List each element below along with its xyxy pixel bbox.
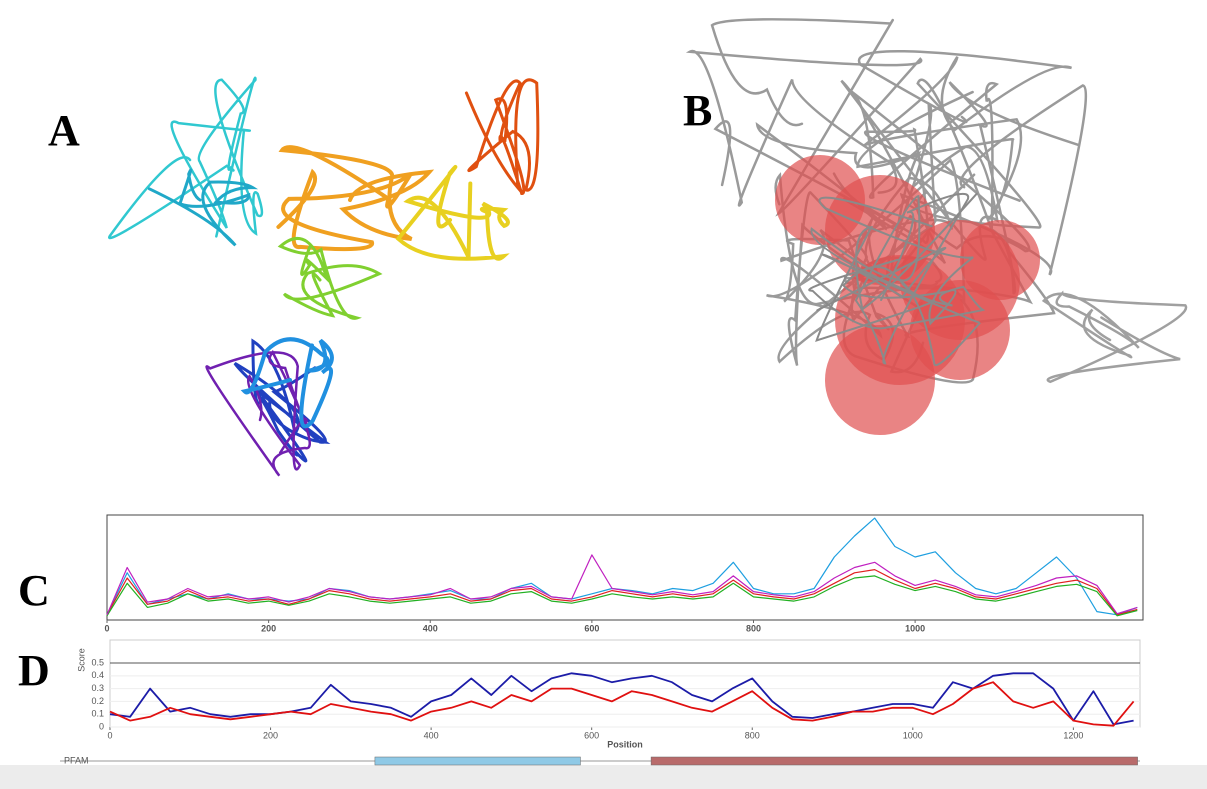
structure-trace bbox=[205, 349, 311, 477]
x-tick-label: 200 bbox=[263, 730, 278, 740]
x-tick-label: 800 bbox=[746, 623, 761, 633]
structure-trace bbox=[233, 338, 329, 463]
x-tick-label: 400 bbox=[424, 730, 439, 740]
structure-trace bbox=[464, 78, 540, 195]
x-tick-label: 400 bbox=[423, 623, 438, 633]
series-line bbox=[106, 569, 1138, 616]
structure-trace bbox=[818, 196, 974, 326]
x-tick-label: 1000 bbox=[903, 730, 923, 740]
structure-trace bbox=[854, 192, 970, 365]
y-tick-label: 0.2 bbox=[91, 696, 104, 706]
panel-label: C bbox=[18, 566, 50, 615]
y-tick-label: 0.5 bbox=[91, 657, 104, 667]
x-tick-label: 200 bbox=[261, 623, 276, 633]
panel-label: A bbox=[48, 106, 80, 155]
series-line bbox=[106, 575, 1138, 617]
structure-trace bbox=[816, 246, 982, 367]
domain-bar bbox=[650, 756, 1138, 766]
series-line bbox=[109, 681, 1135, 727]
x-axis-label: Position bbox=[607, 739, 643, 749]
plot-frame bbox=[106, 514, 1144, 621]
x-tick-label: 0 bbox=[107, 730, 112, 740]
y-tick-label: 0.1 bbox=[91, 709, 104, 719]
y-tick-label: 0.3 bbox=[91, 683, 104, 693]
y-tick-label: 0.4 bbox=[91, 670, 104, 680]
structure-trace bbox=[276, 145, 435, 252]
y-tick-label: 0 bbox=[99, 721, 104, 731]
panel-label: D bbox=[18, 646, 50, 695]
pocket-surface bbox=[825, 325, 935, 435]
structure-b bbox=[685, 18, 1188, 435]
structure-trace bbox=[899, 78, 1088, 295]
structure-trace bbox=[240, 337, 334, 429]
x-tick-label: 800 bbox=[745, 730, 760, 740]
x-tick-label: 600 bbox=[584, 623, 599, 633]
structure-trace bbox=[808, 258, 986, 330]
structure-trace bbox=[685, 18, 923, 217]
domain-bar bbox=[374, 756, 581, 766]
panel-label: B bbox=[683, 86, 712, 135]
structure-trace bbox=[107, 76, 264, 240]
y-axis-label: Score bbox=[76, 648, 86, 672]
structure-trace bbox=[147, 168, 259, 247]
track-label: PFAM bbox=[64, 755, 89, 765]
structure-a bbox=[107, 76, 540, 477]
structure-trace bbox=[1041, 290, 1188, 384]
x-tick-label: 1000 bbox=[905, 623, 925, 633]
pocket-surface bbox=[960, 220, 1040, 300]
structure-trace bbox=[277, 236, 383, 320]
x-tick-label: 600 bbox=[584, 730, 599, 740]
series-line bbox=[109, 672, 1134, 726]
footer-band bbox=[0, 765, 1207, 789]
x-tick-label: 0 bbox=[104, 623, 109, 633]
structure-trace bbox=[395, 164, 510, 261]
series-line bbox=[106, 554, 1138, 616]
x-tick-label: 1200 bbox=[1063, 730, 1083, 740]
